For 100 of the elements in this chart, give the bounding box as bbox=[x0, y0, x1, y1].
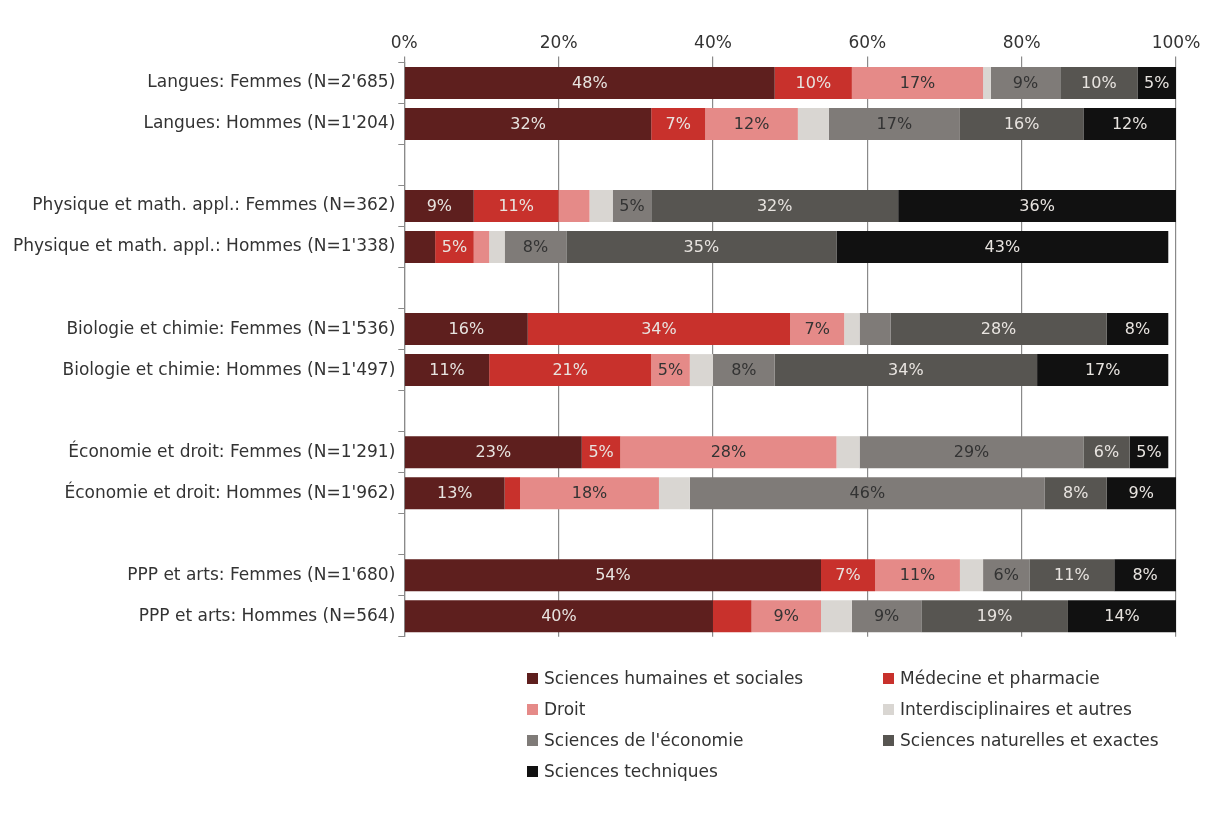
data-label: 35% bbox=[683, 237, 720, 257]
data-label: 6% bbox=[1093, 442, 1120, 462]
x-tick-label: 60% bbox=[848, 31, 887, 52]
bar bbox=[836, 231, 1169, 264]
data-label: 34% bbox=[641, 319, 677, 339]
bar bbox=[851, 600, 922, 633]
data-label: 32% bbox=[510, 114, 546, 134]
bar bbox=[689, 477, 1045, 510]
y-tick-label: Biologie et chimie: Femmes (N=1'536) bbox=[66, 317, 396, 338]
bar bbox=[875, 559, 960, 592]
y-tick-label: Biologie et chimie: Hommes (N=1'497) bbox=[62, 358, 396, 379]
data-label: 11% bbox=[429, 360, 465, 380]
data-label: 5% bbox=[441, 237, 468, 257]
y-tick-label: Économie et droit: Femmes (N=1'291) bbox=[68, 439, 396, 461]
data-label: 9% bbox=[773, 606, 799, 626]
legend-label: Sciences techniques bbox=[544, 761, 718, 781]
x-tick-label: 100% bbox=[1151, 31, 1201, 52]
data-label: 7% bbox=[665, 114, 691, 134]
bar bbox=[821, 559, 876, 592]
data-label: 16% bbox=[448, 319, 485, 339]
x-tick-label: 40% bbox=[694, 31, 732, 52]
bar bbox=[566, 231, 837, 264]
bar bbox=[844, 313, 860, 346]
bar bbox=[790, 313, 845, 346]
bar bbox=[898, 190, 1176, 222]
data-label: 8% bbox=[522, 237, 549, 257]
data-label: 29% bbox=[953, 442, 990, 462]
bar bbox=[658, 477, 690, 510]
y-tick-label: Langues: Femmes (N=2'685) bbox=[147, 71, 396, 92]
y-tick-label: Économie et droit: Hommes (N=1'962) bbox=[64, 480, 396, 502]
bar bbox=[620, 436, 837, 469]
bar bbox=[859, 313, 891, 346]
bar bbox=[851, 66, 984, 99]
data-label: 7% bbox=[804, 319, 830, 339]
bar bbox=[959, 559, 984, 592]
data-label: 8% bbox=[731, 360, 757, 380]
data-label: 5% bbox=[588, 442, 614, 462]
data-label: 8% bbox=[1062, 483, 1089, 503]
data-label: 19% bbox=[976, 606, 1013, 626]
data-label: 8% bbox=[1132, 565, 1158, 585]
bar bbox=[1029, 559, 1115, 592]
data-label: 54% bbox=[595, 565, 631, 585]
bar bbox=[404, 559, 822, 592]
data-label: 13% bbox=[436, 483, 473, 503]
bar bbox=[712, 354, 775, 387]
bar bbox=[404, 600, 713, 633]
bar bbox=[821, 600, 852, 633]
data-label: 16% bbox=[1003, 114, 1040, 134]
data-label: 17% bbox=[876, 114, 913, 134]
bar bbox=[527, 313, 791, 346]
bar bbox=[1083, 107, 1176, 140]
bar bbox=[504, 231, 567, 264]
data-label: 9% bbox=[1012, 73, 1039, 93]
data-label: 12% bbox=[1111, 114, 1148, 134]
bar bbox=[990, 66, 1061, 99]
bar bbox=[751, 600, 822, 633]
bar bbox=[404, 66, 775, 99]
y-tick-label: PPP et arts: Hommes (N=564) bbox=[138, 604, 396, 625]
data-label: 7% bbox=[835, 565, 861, 585]
legend-label: Sciences naturelles et exactes bbox=[900, 730, 1159, 750]
bar bbox=[404, 231, 436, 264]
bar bbox=[589, 190, 613, 222]
bar bbox=[404, 190, 474, 222]
bar bbox=[983, 66, 991, 99]
data-label: 34% bbox=[888, 360, 924, 380]
data-label: 36% bbox=[1019, 196, 1055, 216]
data-label: 28% bbox=[980, 319, 1017, 339]
bar bbox=[558, 190, 590, 222]
bar bbox=[1106, 313, 1169, 346]
data-label: 46% bbox=[849, 483, 886, 503]
bar bbox=[473, 190, 559, 222]
bar bbox=[836, 436, 860, 469]
data-label: 14% bbox=[1104, 606, 1140, 626]
data-label: 6% bbox=[993, 565, 1019, 585]
bar bbox=[489, 231, 505, 264]
data-label: 11% bbox=[498, 196, 534, 216]
bar bbox=[890, 313, 1107, 346]
bar bbox=[1060, 66, 1138, 99]
bar bbox=[774, 66, 852, 99]
bar bbox=[959, 107, 1084, 140]
data-label: 18% bbox=[571, 483, 608, 503]
bar bbox=[1044, 477, 1107, 510]
bar bbox=[1114, 559, 1176, 592]
bar bbox=[473, 231, 490, 264]
bar bbox=[489, 354, 652, 387]
data-label: 9% bbox=[1128, 483, 1154, 503]
bar bbox=[921, 600, 1068, 633]
bar bbox=[1106, 477, 1176, 510]
bar bbox=[404, 313, 528, 346]
bar bbox=[404, 107, 652, 140]
data-label: 5% bbox=[657, 360, 684, 380]
bar bbox=[1067, 600, 1176, 633]
y-tick-label: Langues: Hommes (N=1'204) bbox=[143, 112, 396, 133]
y-tick-label: Physique et math. appl.: Femmes (N=362) bbox=[32, 194, 396, 215]
bar bbox=[705, 107, 798, 140]
bar bbox=[504, 477, 521, 510]
bar bbox=[712, 600, 752, 633]
data-label: 40% bbox=[541, 606, 577, 626]
bar bbox=[404, 477, 505, 510]
data-label: 11% bbox=[899, 565, 936, 585]
